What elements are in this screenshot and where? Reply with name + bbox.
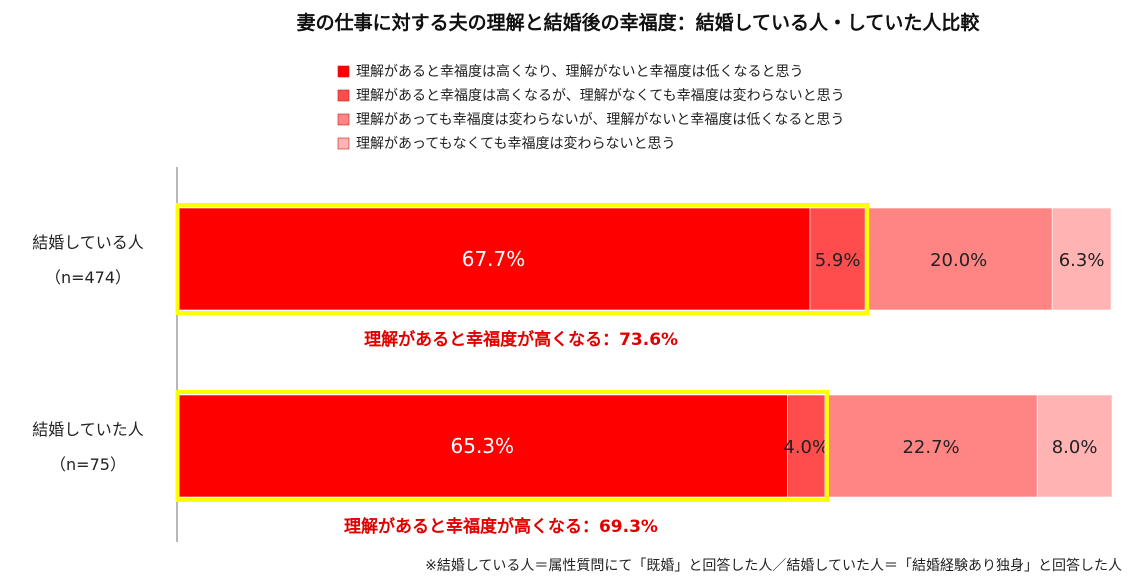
- bar-segment-1-4: [1051, 207, 1112, 311]
- bar-segment-2-4: [1036, 394, 1113, 498]
- data-label-2-1: 65.3%: [451, 434, 515, 458]
- legend: 理解があると幸福度は高くなり、理解がないと幸福度は低くなると思う理解があると幸福…: [337, 63, 845, 152]
- sum-annotation-2: 理解があると幸福度が高くなる：69.3%: [344, 516, 658, 537]
- bar-segment-1-2: [809, 207, 866, 311]
- highlight-box-2: [175, 390, 829, 502]
- legend-swatch-2: [337, 89, 350, 102]
- bar-segment-2-2: [787, 394, 826, 498]
- data-label-1-4: 6.3%: [1059, 250, 1105, 271]
- legend-swatch-4: [337, 137, 350, 150]
- sum-annotation-1: 理解があると幸福度が高くなる：73.6%: [364, 329, 678, 350]
- highlight-box-1: [175, 203, 870, 315]
- data-label-1-3: 20.0%: [930, 250, 987, 271]
- data-label-1-1: 67.7%: [462, 247, 526, 271]
- plot-area: 結婚している人 （n=474） 67.7% 5.9% 20.0% 6.3% 理解があると幸福…: [32, 203, 1113, 537]
- category-label-2: 結婚していた人: [32, 420, 144, 439]
- bar-segment-1-1: [176, 207, 811, 311]
- chart-title: 妻の仕事に対する夫の理解と結婚後の幸福度：結婚している人・していた人比較: [297, 11, 981, 34]
- footnote: ※結婚している人＝属性質問にて「既婚」と回答した人／結婚していた人＝「結婚経験あ…: [425, 557, 1122, 574]
- category-n-label-2: （n=75）: [50, 455, 126, 474]
- legend-label-2: 理解があると幸福度は高くなるが、理解がなくても幸福度は変わらないと思う: [356, 87, 845, 104]
- bar-segment-1-3: [864, 207, 1053, 311]
- data-label-2-2: 4.0%: [783, 437, 829, 458]
- category-n-label-1: （n=474）: [45, 268, 131, 287]
- legend-swatch-1: [337, 65, 350, 78]
- data-label-2-4: 8.0%: [1052, 437, 1098, 458]
- data-label-2-3: 22.7%: [902, 437, 959, 458]
- bar-segment-2-3: [824, 394, 1038, 498]
- category-label-1: 結婚している人: [32, 233, 144, 252]
- legend-swatch-3: [337, 113, 350, 126]
- legend-label-4: 理解があってもなくても幸福度は変わらないと思う: [356, 135, 675, 152]
- legend-label-3: 理解があっても幸福度は変わらないが、理解がないと幸福度は低くなると思う: [356, 111, 844, 128]
- legend-label-1: 理解があると幸福度は高くなり、理解がないと幸福度は低くなると思う: [356, 63, 803, 80]
- data-label-1-2: 5.9%: [815, 250, 861, 271]
